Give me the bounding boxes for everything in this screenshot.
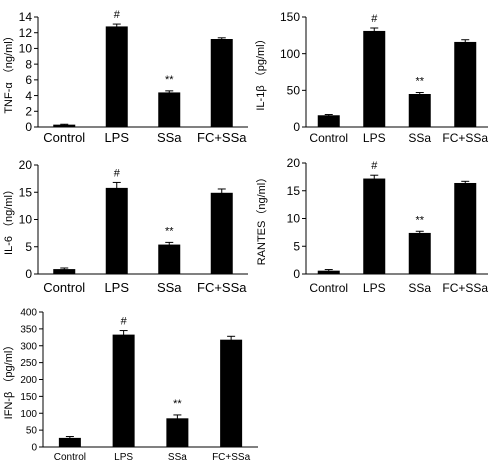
panel-4-bar-2 bbox=[408, 232, 431, 274]
panel-2-bar-2 bbox=[408, 94, 431, 127]
panel-1-y-tick-label-0: 0 bbox=[25, 120, 32, 134]
panel-4-y-tick-label-1: 5 bbox=[293, 239, 300, 253]
panel-2-annotation-1: # bbox=[371, 13, 378, 25]
panel-2-y-axis-label: IL-1β （pg/ml） bbox=[254, 33, 267, 110]
panel-5-y-axis-label: IFN-β （pg/ml） bbox=[2, 340, 15, 420]
panel-2-annotation-2: ** bbox=[415, 76, 424, 88]
panel-1-y-axis-label: TNF-α （ng/ml） bbox=[2, 30, 15, 113]
panel-5-y-tick-label-3: 150 bbox=[20, 392, 37, 403]
panel-3-y-tick-label-1: 5 bbox=[25, 240, 32, 254]
panel-3-y-tick-label-3: 15 bbox=[19, 185, 33, 199]
panel-2-bar-0 bbox=[317, 115, 340, 127]
panel-5-y-tick-label-4: 200 bbox=[20, 375, 37, 386]
panel-5-y-tick-label-7: 350 bbox=[20, 324, 37, 335]
panel-2-category-label-3: FC+SSa bbox=[442, 131, 488, 145]
panel-5-y-tick-label-8: 400 bbox=[20, 308, 37, 319]
panel-2-category-label-2: SSa bbox=[408, 131, 431, 145]
panel-3-y-tick-label-4: 20 bbox=[19, 158, 33, 172]
panel-4-y-tick-label-4: 20 bbox=[287, 156, 301, 170]
panel-5-y-tick-label-0: 0 bbox=[31, 443, 37, 454]
panel-2-y-tick-label-3: 150 bbox=[280, 10, 300, 24]
panel-5-y-tick-label-6: 300 bbox=[20, 341, 37, 352]
panel-1-bar-1 bbox=[105, 26, 128, 127]
panel-4-y-tick-label-0: 0 bbox=[293, 267, 300, 281]
panel-3-bar-1 bbox=[105, 187, 128, 274]
panel-4-y-tick-label-2: 10 bbox=[287, 212, 301, 226]
panel-1-y-tick-label-7: 14 bbox=[19, 10, 33, 24]
panel-4-category-label-3: FC+SSa bbox=[442, 281, 488, 295]
panel-5-y-tick-label-5: 250 bbox=[20, 358, 37, 369]
panel-2-y-tick-label-1: 50 bbox=[287, 84, 301, 98]
panel-3-category-label-2: SSa bbox=[157, 280, 182, 295]
panel-3-y-tick-label-0: 0 bbox=[25, 267, 32, 281]
panel-5-y-tick-label-1: 50 bbox=[26, 426, 38, 437]
panel-4-bar-3 bbox=[454, 182, 477, 274]
panel-2-y-tick-label-0: 0 bbox=[293, 120, 300, 134]
panel-3-bar-3 bbox=[210, 192, 233, 274]
panel-1-bar-0 bbox=[53, 124, 76, 127]
panel-3-bar-0 bbox=[53, 269, 76, 274]
panel-5-category-label-2: SSa bbox=[168, 452, 187, 463]
panel-3-y-tick-label-2: 10 bbox=[19, 213, 33, 227]
panel-1-annotation-2: ** bbox=[165, 74, 174, 86]
panel-1-y-tick-label-3: 6 bbox=[25, 73, 32, 87]
panel-3-y-axis-label: IL-6 （ng/ml） bbox=[2, 184, 15, 255]
panel-1-y-tick-label-5: 10 bbox=[19, 42, 33, 56]
panel-2-category-label-0: Control bbox=[309, 131, 348, 145]
panel-4-category-label-2: SSa bbox=[408, 281, 431, 295]
panel-5-bar-1 bbox=[112, 334, 135, 447]
panel-5-bar-2 bbox=[166, 418, 189, 447]
panel-2-bar-3 bbox=[454, 41, 477, 127]
panel-3-category-label-3: FC+SSa bbox=[197, 280, 247, 295]
panel-3-annotation-2: ** bbox=[165, 225, 174, 237]
panel-5-category-label-1: LPS bbox=[114, 452, 133, 463]
panel-5-bar-0 bbox=[58, 437, 81, 447]
panel-1-category-label-1: LPS bbox=[104, 130, 129, 145]
panel-4-y-axis-label: RANTES（ng/ml） bbox=[255, 172, 268, 266]
panel-3-bar-2 bbox=[158, 244, 181, 274]
panel-5-bar-3 bbox=[220, 339, 243, 447]
panel-4-category-label-1: LPS bbox=[363, 281, 386, 295]
panel-1-bar-2 bbox=[158, 92, 181, 127]
panel-5-annotation-1: # bbox=[121, 316, 128, 328]
panel-2-category-label-1: LPS bbox=[363, 131, 386, 145]
panel-1-annotation-1: # bbox=[114, 9, 121, 21]
panel-1-y-tick-label-2: 4 bbox=[25, 89, 32, 103]
panel-1-category-label-2: SSa bbox=[157, 130, 182, 145]
panel-3-category-label-0: Control bbox=[43, 280, 85, 295]
panel-3-category-label-1: LPS bbox=[104, 280, 129, 295]
panel-4-category-label-0: Control bbox=[309, 281, 348, 295]
panel-4-y-tick-label-3: 15 bbox=[287, 184, 301, 198]
panel-3-annotation-1: # bbox=[114, 167, 121, 179]
panel-1-y-tick-label-6: 12 bbox=[19, 26, 33, 40]
panel-4-annotation-1: # bbox=[371, 160, 378, 172]
panel-1-y-tick-label-4: 8 bbox=[25, 57, 32, 71]
panel-1-category-label-3: FC+SSa bbox=[197, 130, 247, 145]
panel-1-category-label-0: Control bbox=[43, 130, 85, 145]
panel-5-y-tick-label-2: 100 bbox=[20, 409, 37, 420]
panel-4-bar-1 bbox=[363, 178, 386, 274]
panel-2-bar-1 bbox=[363, 30, 386, 127]
panel-4-annotation-2: ** bbox=[415, 214, 424, 226]
panel-5-annotation-2: ** bbox=[173, 398, 182, 410]
panel-5-category-label-0: Control bbox=[54, 452, 86, 463]
panel-2-y-tick-label-2: 100 bbox=[280, 47, 300, 61]
panel-1-y-tick-label-1: 2 bbox=[25, 104, 32, 118]
panel-1-bar-3 bbox=[210, 39, 233, 127]
panel-4-bar-0 bbox=[317, 270, 340, 274]
panel-5-category-label-3: FC+SSa bbox=[212, 452, 251, 463]
